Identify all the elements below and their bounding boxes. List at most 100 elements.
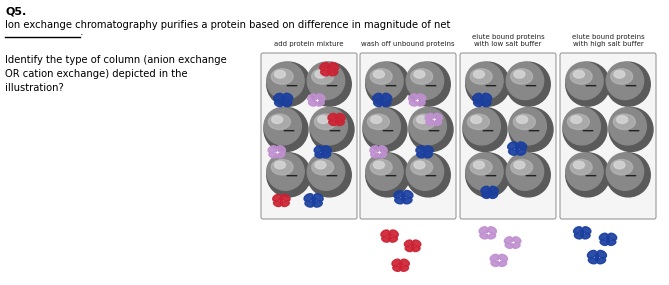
Circle shape [566,153,603,190]
Ellipse shape [481,186,489,193]
Ellipse shape [394,190,403,198]
Circle shape [406,153,444,190]
Ellipse shape [573,161,585,169]
Text: −: − [523,76,537,94]
Ellipse shape [323,146,331,153]
Ellipse shape [282,194,290,201]
Text: elute bound proteins
with high salt buffer: elute bound proteins with high salt buff… [571,34,644,47]
Ellipse shape [337,120,345,125]
Ellipse shape [573,227,582,234]
Ellipse shape [599,233,607,240]
Ellipse shape [284,101,292,107]
Circle shape [409,107,446,145]
Ellipse shape [308,101,316,106]
Text: −: − [480,122,494,140]
Ellipse shape [411,69,433,84]
Ellipse shape [321,149,324,156]
Circle shape [506,62,544,99]
Ellipse shape [277,152,284,158]
Circle shape [307,153,345,190]
Ellipse shape [274,101,283,107]
Ellipse shape [434,113,442,120]
Circle shape [406,62,444,99]
Text: −: − [327,122,341,140]
Circle shape [267,153,304,190]
Ellipse shape [479,227,488,234]
Circle shape [606,62,644,99]
Circle shape [406,153,450,197]
Circle shape [506,62,550,106]
Text: −: − [380,122,394,140]
Ellipse shape [490,186,498,193]
Ellipse shape [401,259,409,266]
Ellipse shape [392,259,400,266]
Ellipse shape [518,142,527,149]
Ellipse shape [417,101,425,106]
Text: +: + [486,231,490,236]
Text: +: + [314,98,318,103]
Text: +: + [274,150,279,155]
Ellipse shape [499,254,508,261]
Ellipse shape [404,240,412,247]
Ellipse shape [367,114,389,129]
Ellipse shape [575,233,582,239]
Ellipse shape [274,70,286,78]
Circle shape [509,107,547,145]
Ellipse shape [337,113,345,120]
Ellipse shape [381,230,389,237]
Ellipse shape [570,69,592,84]
Ellipse shape [608,233,617,240]
Ellipse shape [516,116,528,123]
Ellipse shape [371,152,379,158]
Ellipse shape [323,152,330,158]
Ellipse shape [510,160,533,175]
Ellipse shape [513,237,521,243]
Circle shape [267,153,311,197]
Ellipse shape [314,146,322,153]
Ellipse shape [510,69,533,84]
Ellipse shape [383,93,392,101]
Ellipse shape [329,70,338,76]
Text: Ion exchange chromatography purifies a protein based on difference in magnitude : Ion exchange chromatography purifies a p… [5,20,450,30]
Circle shape [307,62,351,106]
Circle shape [366,62,409,106]
Text: +: + [415,98,419,103]
Ellipse shape [583,233,590,239]
Ellipse shape [328,66,331,74]
Ellipse shape [508,142,517,149]
Ellipse shape [583,227,591,234]
Ellipse shape [614,70,625,78]
Ellipse shape [513,114,535,129]
Text: −: − [284,167,298,185]
Ellipse shape [570,160,592,175]
Circle shape [566,153,609,197]
Ellipse shape [597,258,605,264]
Circle shape [606,62,650,106]
Text: −: − [527,122,540,140]
Ellipse shape [315,152,322,158]
Ellipse shape [423,149,426,156]
Ellipse shape [482,193,490,198]
Circle shape [506,153,544,190]
Text: −: − [580,122,594,140]
Ellipse shape [276,149,278,156]
Text: −: − [423,167,438,185]
Text: −: − [583,76,597,94]
Ellipse shape [470,69,492,84]
Ellipse shape [315,70,326,78]
Text: −: − [324,76,339,94]
Circle shape [563,107,607,152]
Ellipse shape [312,197,315,205]
Circle shape [363,107,401,145]
Ellipse shape [314,114,337,129]
Ellipse shape [316,101,324,106]
Circle shape [609,107,653,152]
Circle shape [509,107,553,152]
Circle shape [566,62,603,99]
Ellipse shape [505,243,512,248]
Circle shape [606,153,650,197]
Ellipse shape [480,233,488,239]
Ellipse shape [597,251,607,258]
Ellipse shape [426,120,434,125]
Circle shape [264,107,302,145]
